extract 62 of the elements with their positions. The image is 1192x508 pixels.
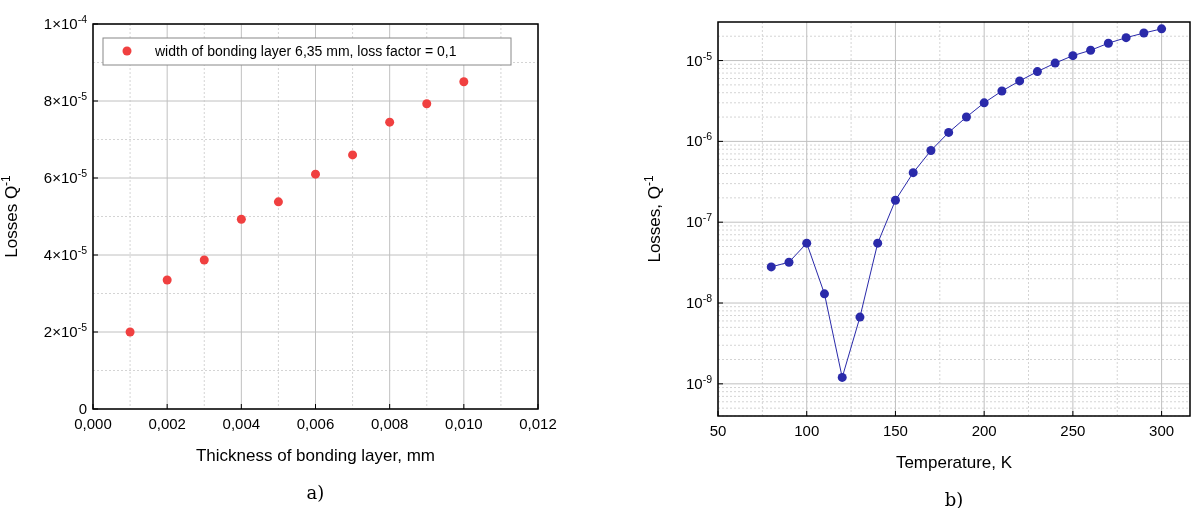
- point: [385, 117, 395, 127]
- point: [1032, 67, 1042, 77]
- point: [926, 146, 936, 156]
- point: [890, 195, 900, 205]
- point: [1086, 45, 1096, 55]
- x-axis-title: Thickness of bonding layer, mm: [195, 446, 436, 465]
- point: [1121, 33, 1131, 43]
- y-tick-label: 10$^{-9}$: [685, 372, 713, 392]
- point: [1050, 58, 1060, 68]
- point: [819, 289, 829, 299]
- point: [837, 372, 847, 382]
- point: [1139, 28, 1149, 38]
- y-tick-label: 0: [78, 400, 87, 417]
- y-tick-label: 10$^{-5}$: [685, 49, 713, 69]
- point: [459, 77, 469, 87]
- point: [1068, 51, 1078, 61]
- x-tick-label: 200: [971, 422, 997, 439]
- point: [236, 214, 246, 224]
- x-tick-label: 0,006: [296, 415, 335, 432]
- point: [873, 238, 883, 248]
- point: [1015, 76, 1025, 86]
- point: [997, 86, 1007, 96]
- text: b): [944, 489, 964, 508]
- x-tick-label: 250: [1060, 422, 1086, 439]
- point: [311, 169, 320, 179]
- y-tick-label: 8×10$^{-5}$: [43, 90, 88, 109]
- point: [162, 275, 172, 285]
- y-tick-label: 10$^{-8}$: [685, 292, 713, 312]
- point: [802, 238, 812, 248]
- x-tick-label: 0,000: [74, 415, 112, 432]
- y-tick-label: 6×10$^{-5}$: [43, 167, 88, 186]
- point: [944, 127, 954, 137]
- x-tick-label: 0,012: [519, 415, 557, 432]
- point: [1157, 24, 1167, 34]
- y-tick-label: 4×10$^{-5}$: [43, 244, 88, 263]
- point: [961, 112, 971, 122]
- point: [125, 327, 135, 337]
- point: [273, 197, 283, 207]
- point: [199, 255, 209, 265]
- x-tick-label: 0,010: [445, 415, 483, 432]
- point: [908, 168, 918, 178]
- point: [979, 98, 989, 108]
- x-tick-label: 150: [882, 422, 908, 439]
- y-tick-label: 1×10$^{-4}$: [43, 13, 88, 32]
- y-tick-label: 2×10$^{-5}$: [43, 321, 88, 340]
- point: [784, 257, 794, 267]
- x-tick-label: 0,002: [148, 415, 186, 432]
- y-tick-label: 10$^{-6}$: [685, 130, 713, 150]
- text: a): [306, 482, 325, 503]
- y-tick-label: 10$^{-7}$: [685, 211, 713, 231]
- x-tick-label: 0,008: [370, 415, 409, 432]
- point: [855, 312, 865, 322]
- x-tick-label: 300: [1149, 422, 1175, 439]
- point: [766, 262, 776, 272]
- x-axis-title: Temperature, K: [895, 453, 1013, 472]
- x-tick-label: 100: [794, 422, 820, 439]
- x-tick-label: 0,004: [222, 415, 261, 432]
- point: [1103, 38, 1113, 48]
- point: [348, 150, 358, 160]
- point: [422, 99, 432, 109]
- legend-label: width of bonding layer 6,35 mm, loss factor = 0,1: [154, 43, 457, 59]
- x-tick-label: 50: [709, 422, 727, 439]
